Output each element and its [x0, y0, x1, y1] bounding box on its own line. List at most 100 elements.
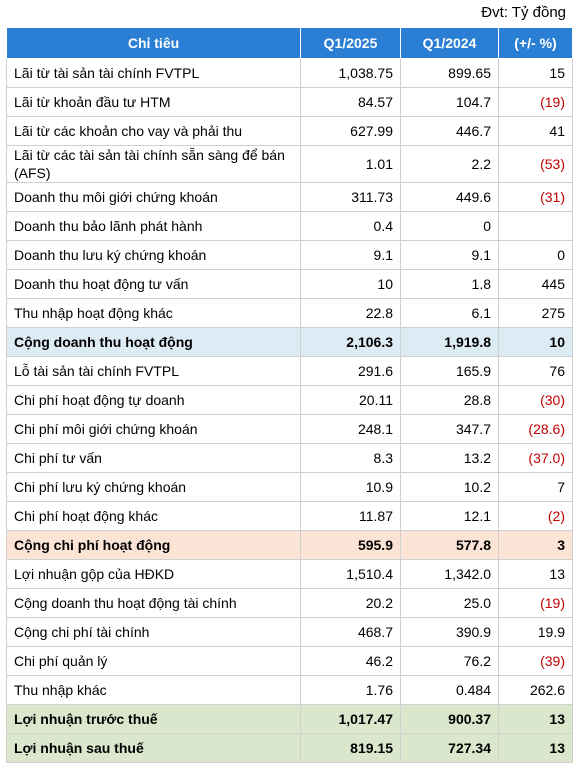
value-cell: 449.6: [400, 182, 499, 212]
value-cell: 10.9: [300, 472, 401, 502]
value-cell: 2,106.3: [300, 327, 401, 357]
value-cell: 0: [498, 240, 573, 270]
value-cell: 727.34: [400, 733, 499, 763]
row-label: Lỗ tài sản tài chính FVTPL: [6, 356, 301, 386]
value-cell: 7: [498, 472, 573, 502]
value-cell: 819.15: [300, 733, 401, 763]
value-cell: 6.1: [400, 298, 499, 328]
value-cell: (30): [498, 385, 573, 415]
row-label: Lãi từ khoản đầu tư HTM: [6, 87, 301, 117]
value-cell: 291.6: [300, 356, 401, 386]
row-label: Thu nhập hoạt động khác: [6, 298, 301, 328]
row-label: Chi phí quản lý: [6, 646, 301, 676]
table-row: Chi phí lưu ký chứng khoán 10.9 10.2 7: [6, 472, 573, 502]
table-row: Doanh thu hoạt động tư vấn 10 1.8 445: [6, 269, 573, 299]
value-cell: (37.0): [498, 443, 573, 473]
value-cell: 595.9: [300, 530, 401, 560]
header-cell: Q1/2024: [400, 27, 499, 59]
value-cell: 9.1: [400, 240, 499, 270]
table-row: Lợi nhuận trước thuế 1,017.47 900.37 13: [6, 704, 573, 734]
value-cell: 1,510.4: [300, 559, 401, 589]
value-cell: 10: [300, 269, 401, 299]
row-label: Lợi nhuận gộp của HĐKD: [6, 559, 301, 589]
row-label: Cộng doanh thu hoạt động: [6, 327, 301, 357]
value-cell: 1,919.8: [400, 327, 499, 357]
value-cell: 9.1: [300, 240, 401, 270]
value-cell: 19.9: [498, 617, 573, 647]
table-row: Cộng doanh thu hoạt động tài chính 20.2 25…: [6, 588, 573, 618]
value-cell: 28.8: [400, 385, 499, 415]
row-label: Thu nhập khác: [6, 675, 301, 705]
value-cell: 1,038.75: [300, 58, 401, 88]
table-row: Chi phí quản lý 46.2 76.2 (39): [6, 646, 573, 676]
value-cell: [498, 211, 573, 241]
value-cell: 900.37: [400, 704, 499, 734]
row-label: Chi phí tư vấn: [6, 443, 301, 473]
value-cell: 1,342.0: [400, 559, 499, 589]
value-cell: (39): [498, 646, 573, 676]
table-row: Chi phí tư vấn 8.3 13.2 (37.0): [6, 443, 573, 473]
value-cell: 46.2: [300, 646, 401, 676]
table-row: Lãi từ khoản đầu tư HTM 84.57 104.7 (19): [6, 87, 573, 117]
row-label: Chi phí lưu ký chứng khoán: [6, 472, 301, 502]
row-label: Chi phí hoạt động khác: [6, 501, 301, 531]
unit-label: Đvt: Tỷ đồng: [481, 4, 566, 21]
value-cell: 13: [498, 733, 573, 763]
table-row: Lãi từ các khoản cho vay và phải thu 627.…: [6, 116, 573, 146]
table-row: Lỗ tài sản tài chính FVTPL 291.6 165.9 76: [6, 356, 573, 386]
table-row: Lãi từ các tài sản tài chính sẵn sàng để…: [6, 145, 573, 183]
value-cell: 0.484: [400, 675, 499, 705]
financial-table: Chỉ tiêu Q1/2025 Q1/2024 (+/- %) Lãi từ tài…: [6, 27, 573, 763]
table-row: Cộng chi phí hoạt động 595.9 577.8 3: [6, 530, 573, 560]
value-cell: 577.8: [400, 530, 499, 560]
value-cell: 20.11: [300, 385, 401, 415]
value-cell: 104.7: [400, 87, 499, 117]
table-row: Chi phí môi giới chứng khoán 248.1 347.7 (2…: [6, 414, 573, 444]
table-row: Doanh thu lưu ký chứng khoán 9.1 9.1 0: [6, 240, 573, 270]
value-cell: 390.9: [400, 617, 499, 647]
value-cell: 25.0: [400, 588, 499, 618]
value-cell: (31): [498, 182, 573, 212]
table-body: Lãi từ tài sản tài chính FVTPL 1,038.75 89…: [6, 58, 573, 763]
row-label: Cộng doanh thu hoạt động tài chính: [6, 588, 301, 618]
value-cell: 76.2: [400, 646, 499, 676]
value-cell: 2.2: [400, 145, 499, 183]
row-label: Lãi từ các tài sản tài chính sẵn sàng để…: [6, 145, 301, 183]
value-cell: 22.8: [300, 298, 401, 328]
value-cell: 12.1: [400, 501, 499, 531]
value-cell: 262.6: [498, 675, 573, 705]
value-cell: 445: [498, 269, 573, 299]
row-label: Lợi nhuận sau thuế: [6, 733, 301, 763]
value-cell: 1.76: [300, 675, 401, 705]
table-row: Thu nhập hoạt động khác 22.8 6.1 275: [6, 298, 573, 328]
value-cell: 13: [498, 559, 573, 589]
value-cell: 627.99: [300, 116, 401, 146]
value-cell: (2): [498, 501, 573, 531]
header-cell: Chỉ tiêu: [6, 27, 301, 59]
row-label: Cộng chi phí hoạt động: [6, 530, 301, 560]
value-cell: 11.87: [300, 501, 401, 531]
row-label: Doanh thu lưu ký chứng khoán: [6, 240, 301, 270]
value-cell: 275: [498, 298, 573, 328]
value-cell: 84.57: [300, 87, 401, 117]
value-cell: 0.4: [300, 211, 401, 241]
row-label: Chi phí môi giới chứng khoán: [6, 414, 301, 444]
value-cell: 20.2: [300, 588, 401, 618]
table-row: Lãi từ tài sản tài chính FVTPL 1,038.75 89…: [6, 58, 573, 88]
value-cell: (19): [498, 588, 573, 618]
value-cell: 899.65: [400, 58, 499, 88]
table-row: Lợi nhuận gộp của HĐKD 1,510.4 1,342.0 13: [6, 559, 573, 589]
value-cell: 3: [498, 530, 573, 560]
row-label: Doanh thu bảo lãnh phát hành: [6, 211, 301, 241]
value-cell: 0: [400, 211, 499, 241]
table-row: Doanh thu môi giới chứng khoán 311.73 449.…: [6, 182, 573, 212]
table-row: Chi phí hoạt động khác 11.87 12.1 (2): [6, 501, 573, 531]
value-cell: 41: [498, 116, 573, 146]
row-label: Chi phí hoạt động tự doanh: [6, 385, 301, 415]
value-cell: 1.01: [300, 145, 401, 183]
value-cell: (19): [498, 87, 573, 117]
value-cell: 10: [498, 327, 573, 357]
header-cell: (+/- %): [498, 27, 573, 59]
row-label: Lợi nhuận trước thuế: [6, 704, 301, 734]
row-label: Doanh thu hoạt động tư vấn: [6, 269, 301, 299]
